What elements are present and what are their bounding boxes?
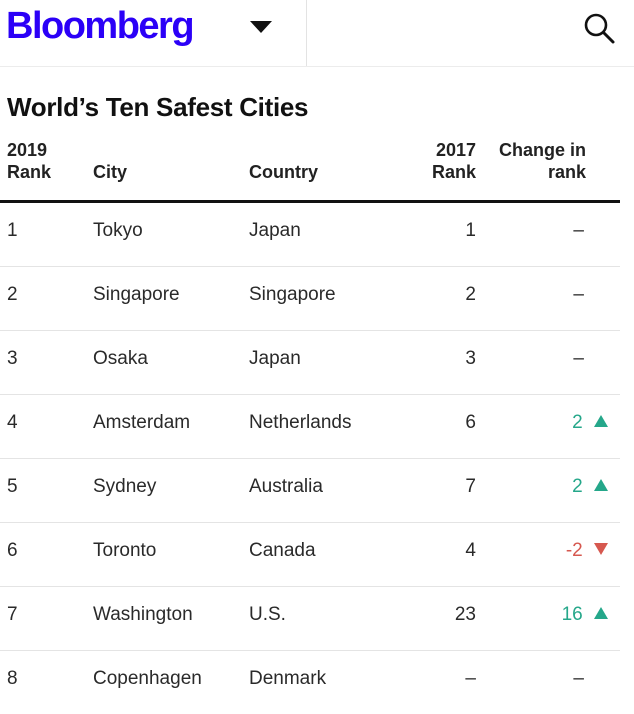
rank-2017-cell: 2 — [465, 284, 476, 305]
change-value: -2 — [565, 540, 583, 561]
table-row: 8 Copenhagen Denmark – – — [0, 651, 620, 714]
triangle-down-icon — [594, 543, 608, 555]
rank-2019-cell: 8 — [7, 668, 18, 689]
column-header-2017-rank-line1: 2017 — [435, 140, 476, 160]
column-header-2019-rank-line1: 2019 — [7, 140, 48, 160]
triangle-up-icon — [594, 415, 608, 427]
table-body: 1 Tokyo Japan 1 – 2 Singapore Singapore … — [0, 203, 620, 714]
column-header-change-line1: Change in — [498, 140, 586, 160]
change-cell: – — [573, 283, 584, 307]
rank-2017-cell: – — [465, 668, 476, 689]
column-header-2019-rank: 2019 Rank — [7, 139, 51, 183]
search-icon[interactable] — [580, 8, 620, 48]
country-cell: Australia — [249, 476, 323, 497]
rank-2017-cell: 1 — [465, 220, 476, 241]
country-cell: Netherlands — [249, 412, 352, 433]
change-cell: 16 — [562, 603, 608, 627]
table-row: 1 Tokyo Japan 1 – — [0, 203, 620, 267]
change-value: – — [573, 348, 584, 369]
table-row: 2 Singapore Singapore 2 – — [0, 267, 620, 331]
change-value: 2 — [572, 412, 583, 433]
rank-2019-cell: 4 — [7, 412, 18, 433]
table-row: 7 Washington U.S. 23 16 — [0, 587, 620, 651]
rank-2019-cell: 6 — [7, 540, 18, 561]
column-header-2017-rank: 2017 Rank — [432, 139, 476, 183]
change-value: 16 — [561, 604, 583, 625]
country-cell: Denmark — [249, 668, 327, 689]
change-cell: 2 — [572, 475, 608, 499]
rank-2017-cell: 23 — [454, 604, 476, 625]
country-cell: Japan — [249, 220, 301, 241]
change-cell: – — [573, 667, 584, 691]
table-row: 5 Sydney Australia 7 2 — [0, 459, 620, 523]
city-cell: Amsterdam — [93, 412, 191, 433]
city-cell: Tokyo — [93, 220, 143, 241]
country-cell: Canada — [249, 540, 316, 561]
table-row: 4 Amsterdam Netherlands 6 2 — [0, 395, 620, 459]
table-row: 6 Toronto Canada 4 -2 — [0, 523, 620, 587]
column-header-country: Country — [249, 162, 318, 182]
change-value: – — [573, 284, 584, 305]
change-cell: 2 — [572, 411, 608, 435]
rank-2017-cell: 7 — [465, 476, 476, 497]
table-row: 3 Osaka Japan 3 – — [0, 331, 620, 395]
table-title: World’s Ten Safest Cities — [7, 92, 309, 122]
column-header-city: City — [93, 162, 128, 182]
table-header: 2019 Rank City Country 2017 Rank Change … — [0, 138, 620, 200]
city-cell: Washington — [93, 604, 193, 625]
city-cell: Toronto — [93, 540, 157, 561]
caret-down-icon[interactable] — [246, 16, 276, 36]
country-cell: Japan — [249, 348, 301, 369]
rank-2019-cell: 2 — [7, 284, 18, 305]
change-cell: -2 — [566, 539, 608, 563]
country-cell: U.S. — [249, 604, 286, 625]
column-header-2019-rank-line2: Rank — [7, 162, 52, 182]
header-rule — [0, 200, 620, 203]
city-cell: Copenhagen — [93, 668, 202, 689]
bloomberg-logo[interactable]: Bloomberg — [6, 5, 195, 47]
rank-2017-cell: 6 — [465, 412, 476, 433]
rank-2019-cell: 5 — [7, 476, 18, 497]
city-cell: Sydney — [93, 476, 157, 497]
city-cell: Osaka — [93, 348, 148, 369]
column-header-change-line2: rank — [547, 162, 586, 182]
change-value: – — [573, 220, 584, 241]
rank-2017-cell: 4 — [465, 540, 476, 561]
rank-2019-cell: 7 — [7, 604, 18, 625]
column-header-change-in-rank: Change in rank — [499, 139, 586, 183]
change-cell: – — [573, 347, 584, 371]
triangle-up-icon — [594, 479, 608, 491]
country-cell: Singapore — [249, 284, 336, 305]
rank-2019-cell: 3 — [7, 348, 18, 369]
change-value: – — [573, 668, 584, 689]
triangle-up-icon — [594, 607, 608, 619]
column-header-2017-rank-line2: Rank — [431, 162, 476, 182]
change-cell: – — [573, 219, 584, 243]
header-divider — [306, 0, 307, 66]
city-cell: Singapore — [93, 284, 180, 305]
rank-2017-cell: 3 — [465, 348, 476, 369]
change-value: 2 — [572, 476, 583, 497]
rank-2019-cell: 1 — [7, 220, 18, 241]
site-header: Bloomberg — [0, 0, 634, 67]
